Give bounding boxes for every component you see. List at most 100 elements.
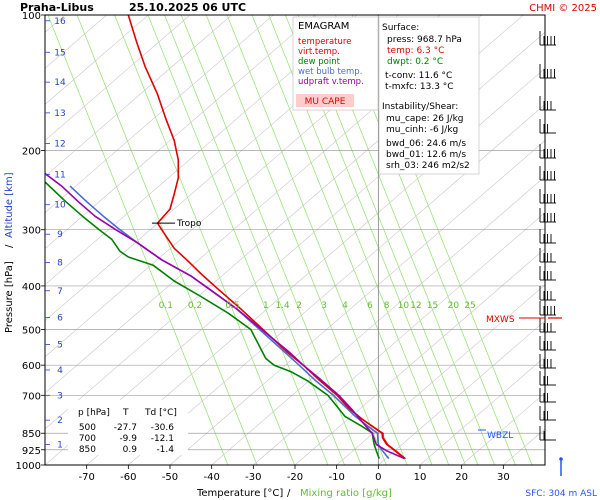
- mixing-ratio-label: 3: [321, 301, 327, 311]
- mu-cinh-value: mu_cinh: -6 J/kg: [386, 125, 458, 135]
- x-tick-label: -10: [328, 472, 344, 483]
- t-mxfc: t-mxfc: 13.3 °C: [385, 82, 454, 92]
- y-tick-label: 1000: [16, 461, 41, 472]
- mixing-ratio-labels: 0.1 0.2 0.5 1 1.4 2 3 4 6 8 10 12 15 20 25: [159, 301, 476, 311]
- altitude-tick-label: 2: [57, 416, 63, 426]
- station-name: Praha-Libus: [20, 1, 94, 14]
- y-tick-label: 100: [22, 11, 41, 22]
- table-cell: -27.7: [114, 423, 137, 433]
- x-tick-label: -20: [287, 472, 303, 483]
- y-axis-label-altitude: Altitude [km]: [4, 172, 15, 238]
- x-tick-label: 30: [497, 472, 510, 483]
- mu-cape-value: mu_cape: 26 J/kg: [386, 114, 464, 124]
- adiabat-line: [45, 15, 232, 177]
- series-wet-bulb-temp-: [69, 185, 390, 460]
- surface-title: Surface:: [382, 23, 419, 33]
- altitude-tick-label: 4: [57, 366, 63, 376]
- sfc-label: SFC: 304 m ASL: [525, 489, 597, 499]
- x-tick-label: -50: [162, 472, 178, 483]
- axis-ticks: -70 -60 -50 -40 -30 -20 -10 0 10 20 30 100 200 300 400…: [16, 11, 510, 483]
- y-axis-label: Pressure [hPa]: [4, 261, 15, 333]
- table-header-p: p [hPa]: [78, 408, 110, 418]
- adiabat-line: [378, 320, 545, 465]
- info-panel: Surface: press: 968.7 hPa temp: 6.3 °C d…: [378, 16, 480, 175]
- altitude-tick-label: 16: [54, 17, 66, 27]
- altitude-tick-label: 10: [54, 201, 66, 211]
- x-tick-label: -70: [78, 472, 94, 483]
- legend-title: EMAGRAM: [298, 21, 349, 32]
- table-cell: -12.1: [151, 434, 174, 444]
- y-tick-label: 200: [22, 146, 41, 157]
- adiabat-line: [419, 356, 545, 465]
- x-tick-label: 20: [455, 472, 468, 483]
- adiabat-line: [45, 15, 357, 286]
- altitude-tick-label: 11: [54, 170, 65, 180]
- mixing-ratio-label: 0.1: [159, 301, 173, 311]
- table-cell: -1.4: [156, 445, 174, 455]
- y-tick-label: 850: [22, 429, 41, 440]
- y-tick-label: 500: [22, 326, 41, 337]
- mixing-ratio-label: 1.4: [275, 301, 290, 311]
- y-tick-label: 300: [22, 226, 41, 237]
- y-tick-label: 600: [22, 361, 41, 372]
- mixing-ratio-label: 10: [398, 301, 410, 311]
- legend-item: udpraft v.temp.: [298, 77, 364, 87]
- mxws-label: MXWS: [486, 315, 515, 325]
- mixing-ratio-label: 0.5: [225, 301, 239, 311]
- legend-item: temperature: [298, 37, 351, 47]
- mixing-ratio-label: 15: [427, 301, 438, 311]
- altitude-tick-label: 9: [57, 230, 63, 240]
- y-axis-separator: /: [4, 244, 15, 248]
- table-header-t: T: [122, 408, 129, 418]
- mixing-ratio-label: 1: [263, 301, 269, 311]
- altitude-tick-label: 7: [57, 287, 63, 297]
- series-udpraft-v-temp-: [45, 172, 405, 460]
- adiabat-line: [128, 104, 545, 465]
- surface-wind-dot: [559, 457, 563, 461]
- y-tick-label: 400: [22, 282, 41, 293]
- y-tick-label: 925: [22, 446, 41, 457]
- adiabat-line: [45, 15, 274, 213]
- mu-cape-badge: [296, 94, 354, 107]
- level-table: p [hPa] T Td [°C] 500 -27.7 -30.6 700 -9.9 -1…: [68, 400, 188, 455]
- mixing-ratio-label: 4: [342, 301, 348, 311]
- mixing-ratio-line: [164, 15, 345, 465]
- mixing-ratio-label: 12: [410, 301, 421, 311]
- x-tick-label: 10: [414, 472, 427, 483]
- y-tick-label: 700: [22, 391, 41, 402]
- x-tick-label: -40: [203, 472, 219, 483]
- table-cell: -30.6: [151, 423, 175, 433]
- surface-pressure: press: 968.7 hPa: [387, 35, 462, 45]
- srh-03-value: srh_03: 246 m2/s2: [386, 161, 470, 171]
- table-cell: 0.9: [123, 445, 138, 455]
- bwd-06-value: bwd_06: 24.6 m/s: [386, 139, 466, 149]
- table-cell: 500: [79, 423, 96, 433]
- x-axis-label-mixing: Mixing ratio [g/kg]: [300, 488, 392, 499]
- adiabat-line: [45, 15, 149, 105]
- t-conv: t-conv: 11.6 °C: [385, 71, 452, 81]
- altitude-tick-label: 6: [57, 313, 63, 323]
- legend-item: dew point: [298, 57, 341, 67]
- x-tick-label: -60: [120, 472, 136, 483]
- mixing-ratio-line: [76, 15, 258, 465]
- tropopause-label: Tropo: [176, 219, 202, 229]
- table-cell: -9.9: [119, 434, 137, 444]
- mixing-ratio-label: 2: [296, 301, 302, 311]
- x-tick-label: 0: [375, 472, 381, 483]
- mixing-ratio-line: [226, 15, 408, 465]
- mixing-ratio-label: 25: [464, 301, 475, 311]
- credit-label: CHMI © 2025: [529, 3, 597, 14]
- adiabat-line: [45, 15, 191, 141]
- mixing-ratio-label: 8: [384, 301, 390, 311]
- adiabat-line: [336, 284, 545, 465]
- adiabat-line: [211, 176, 545, 465]
- instability-title: Instability/Shear:: [382, 102, 458, 112]
- sounding-datetime: 25.10.2025 06 UTC: [129, 1, 246, 14]
- x-tick-label: -30: [245, 472, 261, 483]
- legend-item: wet bulb temp.: [298, 67, 362, 77]
- surface-dewpoint: dwpt: 0.2 °C: [387, 57, 443, 67]
- profile-series: [45, 15, 407, 460]
- altitude-tick-label: 8: [57, 259, 63, 269]
- altitude-tick-label: 3: [57, 391, 63, 401]
